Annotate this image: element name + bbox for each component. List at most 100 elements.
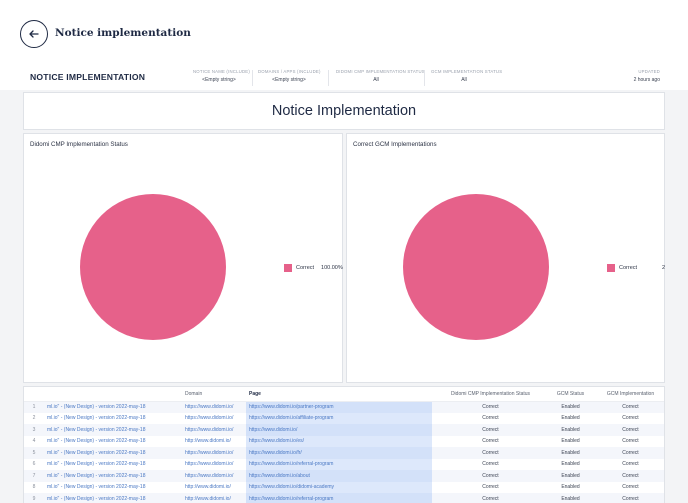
cmp-status-cell: Correct	[482, 461, 499, 468]
notice-name-link[interactable]: ml.io" - (New Design) - version 2022-may…	[47, 484, 146, 491]
domain-link[interactable]: https://www.didomi.io/	[185, 461, 234, 468]
page-link[interactable]: https://www.didomi.io/about	[246, 470, 432, 482]
page-link[interactable]: https://www.didomi.io/didomi-academy	[246, 481, 432, 493]
page-link[interactable]: https://www.didomi.io/referral-program	[246, 458, 432, 470]
gcm-status-cell: Enabled	[561, 461, 580, 468]
page-link[interactable]: https://www.didomi.io/referral-program	[246, 493, 432, 503]
page-link[interactable]: https://www.didomi.io/	[246, 424, 432, 436]
row-index: 8	[32, 484, 36, 491]
table-row[interactable]: 4 ml.io" - (New Design) - version 2022-ma…	[24, 435, 664, 447]
notice-name-link[interactable]: ml.io" - (New Design) - version 2022-may…	[44, 470, 182, 482]
domain-link[interactable]: https://www.didomi.io/	[182, 447, 246, 459]
legend-swatch	[607, 264, 615, 272]
notice-name-link[interactable]: ml.io" - (New Design) - version 2022-may…	[47, 438, 146, 445]
table-row[interactable]: 1 ml.io" - (New Design) - version 2022-ma…	[24, 401, 664, 413]
cmp-status-cell: Correct	[432, 493, 546, 503]
gcm-status-cell: Enabled	[546, 401, 592, 413]
top-bar: Notice implementation	[0, 0, 688, 64]
implementation-table: Domain Page Didomi CMP Implementation St…	[24, 387, 664, 503]
notice-name-link[interactable]: ml.io" - (New Design) - version 2022-may…	[44, 493, 182, 503]
chart-title: Didomi CMP Implementation Status	[30, 141, 128, 148]
table-row[interactable]: 3 ml.io" - (New Design) - version 2022-ma…	[24, 424, 664, 436]
notice-name-link[interactable]: ml.io" - (New Design) - version 2022-may…	[44, 424, 182, 436]
filter-domains-apps[interactable]: DOMAINS / APPS (INCLUDE) <Empty string>	[258, 69, 320, 83]
row-index: 1	[24, 401, 44, 413]
gcm-implementation-cell: Correct	[592, 493, 664, 503]
legend-value: 100.00%	[321, 265, 343, 271]
cmp-status-cell: Correct	[432, 424, 546, 436]
arrow-left-icon	[29, 30, 39, 38]
legend-swatch	[284, 264, 292, 272]
page-link[interactable]: https://www.didomi.io/affiliate-program	[246, 412, 432, 424]
notice-name-link[interactable]: ml.io" - (New Design) - version 2022-may…	[44, 447, 182, 459]
filter-label: DOMAINS / APPS (INCLUDE)	[258, 69, 321, 74]
domain-link[interactable]: https://www.didomi.io/	[182, 401, 246, 413]
filter-divider	[252, 70, 253, 86]
cmp-status-cell: Correct	[482, 484, 499, 491]
report-heading: Notice Implementation	[271, 103, 417, 119]
row-index: 4	[32, 438, 36, 445]
legend-value: 2	[662, 265, 666, 271]
column-header-index[interactable]	[24, 387, 44, 402]
table-row[interactable]: 8 ml.io" - (New Design) - version 2022-ma…	[24, 481, 664, 493]
table-row[interactable]: 6 ml.io" - (New Design) - version 2022-ma…	[24, 458, 664, 470]
page-link[interactable]: https://www.didomi.io/es/	[246, 435, 432, 447]
column-header-domain[interactable]: Domain	[182, 387, 246, 402]
column-header-cmp-status[interactable]: Didomi CMP Implementation Status	[432, 387, 546, 402]
domain-link[interactable]: https://www.didomi.io/	[182, 424, 246, 436]
domain-link[interactable]: https://www.didomi.io/	[182, 470, 246, 482]
column-header-page[interactable]: Page	[246, 387, 432, 402]
column-header-gcm-implementation[interactable]: GCM Implementation	[592, 387, 664, 402]
cmp-status-cell: Correct	[482, 438, 499, 445]
chart-legend: Correct 2	[607, 264, 665, 272]
cmp-status-chart-card: Didomi CMP Implementation Status Correct…	[23, 133, 343, 383]
pie-slice-correct[interactable]	[80, 194, 226, 340]
gcm-implementation-cell: Correct	[592, 447, 664, 459]
page-link[interactable]: https://www.didomi.io/fr/	[246, 447, 432, 459]
cmp-status-cell: Correct	[482, 415, 499, 422]
filter-divider	[328, 70, 329, 86]
domain-link[interactable]: http://www.didomi.io/	[185, 438, 231, 445]
notice-name-link[interactable]: ml.io" - (New Design) - version 2022-may…	[47, 461, 146, 468]
table-row[interactable]: 2 ml.io" - (New Design) - version 2022-ma…	[24, 412, 664, 424]
gcm-implementation-cell: Correct	[622, 438, 639, 445]
report-title: NOTICE IMPLEMENTATION	[30, 72, 146, 82]
gcm-implementation-cell: Correct	[622, 415, 639, 422]
gcm-implementation-cell: Correct	[622, 484, 639, 491]
domain-link[interactable]: http://www.didomi.io/	[182, 493, 246, 503]
gcm-status-cell: Enabled	[561, 484, 580, 491]
cmp-status-cell: Correct	[432, 470, 546, 482]
row-index: 3	[24, 424, 44, 436]
filter-value: All	[373, 77, 379, 83]
table-row[interactable]: 5 ml.io" - (New Design) - version 2022-ma…	[24, 447, 664, 459]
pie-slice-correct[interactable]	[403, 194, 549, 340]
notice-name-link[interactable]: ml.io" - (New Design) - version 2022-may…	[47, 415, 146, 422]
gcm-status-cell: Enabled	[546, 493, 592, 503]
row-index: 7	[24, 470, 44, 482]
page-link[interactable]: https://www.didomi.io/partner-program	[246, 401, 432, 413]
domain-link[interactable]: https://www.didomi.io/	[185, 415, 234, 422]
table-row[interactable]: 9 ml.io" - (New Design) - version 2022-ma…	[24, 493, 664, 503]
filter-bar: NOTICE IMPLEMENTATION NOTICE NAME (INCLU…	[0, 64, 688, 90]
gcm-status-cell: Enabled	[561, 415, 580, 422]
gcm-implementation-cell: Correct	[622, 461, 639, 468]
domain-link[interactable]: http://www.didomi.io/	[185, 484, 231, 491]
filter-gcm-status[interactable]: GCM IMPLEMENTATION STATUS All	[431, 69, 502, 83]
filter-cmp-status[interactable]: DIDOMI CMP IMPLEMENTATION STATUS All	[336, 69, 425, 83]
gcm-status-cell: Enabled	[546, 447, 592, 459]
chart-title: Correct GCM Implementations	[353, 141, 437, 148]
column-header-notice[interactable]	[44, 387, 182, 402]
filter-label: DIDOMI CMP IMPLEMENTATION STATUS	[336, 69, 425, 74]
notice-name-link[interactable]: ml.io" - (New Design) - version 2022-may…	[44, 401, 182, 413]
filter-value: <Empty string>	[202, 77, 236, 83]
cmp-status-cell: Correct	[432, 401, 546, 413]
back-button[interactable]	[20, 20, 48, 48]
table-row[interactable]: 7 ml.io" - (New Design) - version 2022-ma…	[24, 470, 664, 482]
filter-notice-name[interactable]: NOTICE NAME (INCLUDE) <Empty string>	[193, 69, 250, 83]
table-header-row: Domain Page Didomi CMP Implementation St…	[24, 387, 664, 402]
cmp-status-pie-chart	[80, 194, 226, 340]
updated-label: UPDATED	[638, 69, 660, 74]
filter-divider	[424, 70, 425, 86]
column-header-gcm-status[interactable]: GCM Status	[546, 387, 592, 402]
